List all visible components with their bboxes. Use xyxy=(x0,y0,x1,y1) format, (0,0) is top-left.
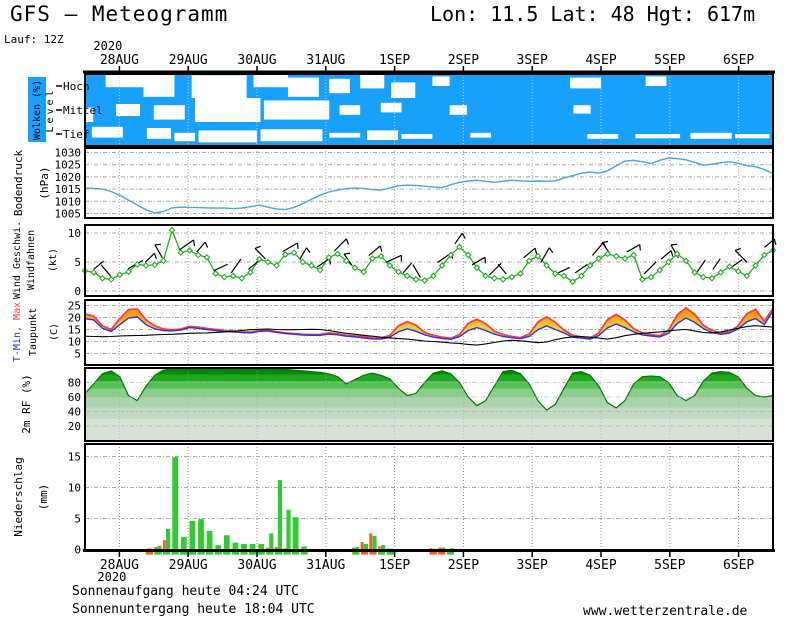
svg-text:29AUG: 29AUG xyxy=(169,558,208,573)
svg-text:3SEP: 3SEP xyxy=(517,558,548,573)
svg-text:5SEP: 5SEP xyxy=(654,558,685,573)
sunset-info: Sonnenuntergang heute 18:04 UTC xyxy=(72,602,315,617)
location-info: Lon: 11.5 Lat: 48 Hgt: 617m xyxy=(430,2,756,26)
svg-text:1015: 1015 xyxy=(55,183,82,196)
wind-panel: 0 5 10 Wind Geschwi. Windfahnen (kt) xyxy=(12,221,777,299)
svg-text:10: 10 xyxy=(68,482,81,495)
svg-text:0: 0 xyxy=(74,285,81,298)
svg-text:60: 60 xyxy=(68,391,81,404)
cloud-axis-labels: Wolken (%) Level Hoch Mittel Tief xyxy=(28,77,103,142)
svg-text:1010: 1010 xyxy=(55,195,82,208)
svg-text:1SEP: 1SEP xyxy=(379,53,410,68)
svg-text:5: 5 xyxy=(74,513,81,526)
svg-text:30AUG: 30AUG xyxy=(237,53,276,68)
svg-text:31AUG: 31AUG xyxy=(306,53,345,68)
svg-text:1005: 1005 xyxy=(55,208,82,221)
svg-text:4SEP: 4SEP xyxy=(585,558,616,573)
svg-text:28AUG: 28AUG xyxy=(100,53,139,68)
svg-text:31AUG: 31AUG xyxy=(306,558,345,573)
svg-text:2020: 2020 xyxy=(93,39,122,53)
svg-text:1SEP: 1SEP xyxy=(379,558,410,573)
svg-text:15: 15 xyxy=(68,324,81,337)
watermark-link: www.wetterzentrale.de xyxy=(583,604,748,619)
svg-text:40: 40 xyxy=(68,406,81,419)
svg-text:(kt): (kt) xyxy=(48,248,59,272)
svg-text:1030: 1030 xyxy=(55,147,82,160)
svg-text:Wind Geschwi.: Wind Geschwi. xyxy=(12,221,23,299)
svg-text:28AUG: 28AUG xyxy=(100,558,139,573)
svg-text:(mm): (mm) xyxy=(37,484,50,511)
svg-text:T-Min, Max: T-Min, Max xyxy=(12,302,23,362)
svg-text:10: 10 xyxy=(68,227,81,240)
svg-text:Tief: Tief xyxy=(63,128,90,141)
svg-text:29AUG: 29AUG xyxy=(169,53,208,68)
svg-text:25: 25 xyxy=(68,300,81,313)
svg-text:20: 20 xyxy=(68,420,81,433)
sunrise-info: Sonnenaufgang heute 04:24 UTC xyxy=(72,584,299,599)
svg-text:Windfahnen: Windfahnen xyxy=(26,230,37,290)
svg-text:5SEP: 5SEP xyxy=(654,53,685,68)
svg-text:5: 5 xyxy=(74,256,81,269)
svg-text:5: 5 xyxy=(74,348,81,361)
svg-text:2m RF (%): 2m RF (%) xyxy=(20,374,33,434)
svg-text:20: 20 xyxy=(68,312,81,325)
svg-text:1020: 1020 xyxy=(55,171,82,184)
svg-text:2SEP: 2SEP xyxy=(448,53,479,68)
svg-text:15: 15 xyxy=(68,451,81,464)
svg-text:(C): (C) xyxy=(49,323,60,341)
svg-text:Mittel: Mittel xyxy=(63,104,103,117)
svg-text:4SEP: 4SEP xyxy=(585,53,616,68)
svg-text:6SEP: 6SEP xyxy=(723,53,754,68)
svg-text:3SEP: 3SEP xyxy=(517,53,548,68)
svg-text:Hoch: Hoch xyxy=(63,80,90,93)
svg-text:10: 10 xyxy=(68,336,81,349)
svg-text:1025: 1025 xyxy=(55,159,82,172)
svg-text:2020: 2020 xyxy=(97,570,126,584)
svg-text:0: 0 xyxy=(74,544,81,557)
precipitation-panel: 0 5 10 15 Niederschlag (mm) xyxy=(12,443,775,557)
svg-text:30AUG: 30AUG xyxy=(237,558,276,573)
svg-text:2SEP: 2SEP xyxy=(448,558,479,573)
svg-text:6SEP: 6SEP xyxy=(723,558,754,573)
svg-text:Taupunkt: Taupunkt xyxy=(28,308,39,356)
svg-text:Level: Level xyxy=(45,87,56,132)
svg-text:(hPa): (hPa) xyxy=(38,166,51,199)
date-axis: 28AUG 28AUG 29AUG 29AUG 30AUG 30AUG 31AUG 31AUG… xyxy=(93,39,754,584)
svg-text:Wolken (%): Wolken (%) xyxy=(32,80,43,140)
svg-text:Niederschlag: Niederschlag xyxy=(12,457,25,536)
cloud-panel xyxy=(83,70,775,147)
svg-text:Bodendruck: Bodendruck xyxy=(12,150,25,217)
svg-text:80: 80 xyxy=(68,377,81,390)
page-title: GFS — Meteogramm xyxy=(10,2,229,26)
run-info: Lauf: 12Z xyxy=(4,33,64,46)
